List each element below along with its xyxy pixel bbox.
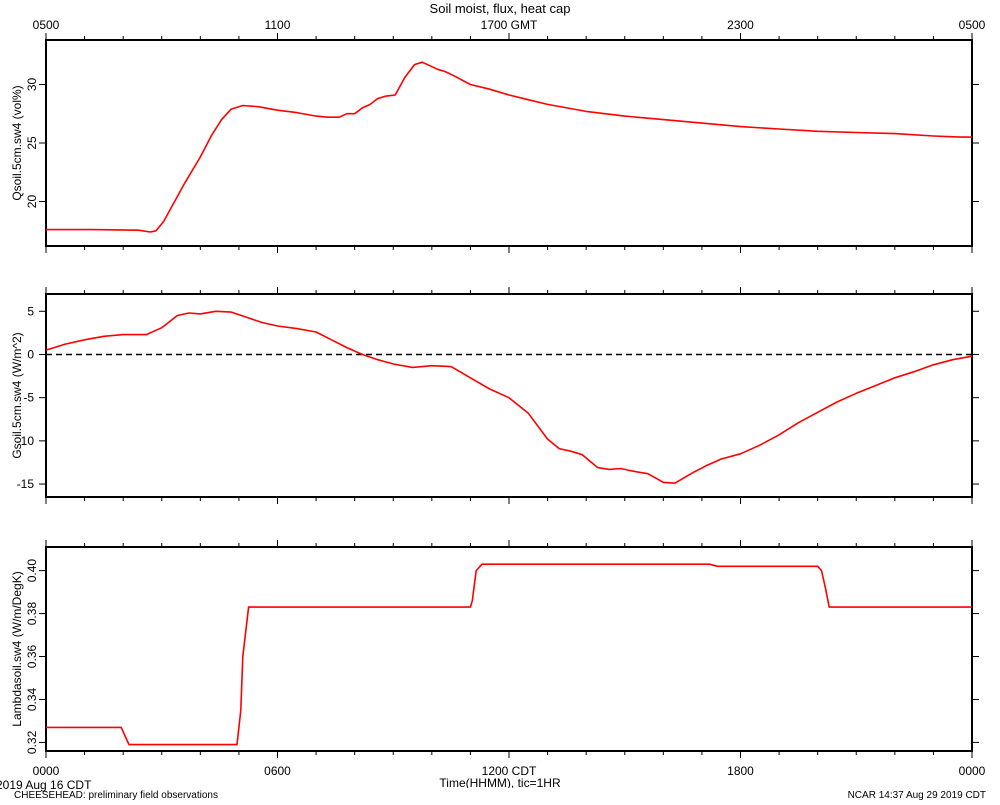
x-axis-label: Time(HHMM), tic=1HR: [439, 776, 561, 788]
y-tick-label: 20: [25, 195, 39, 209]
y-tick-label: -10: [17, 434, 35, 448]
y-axis-label: Qsoil.5cm.sw4 (vol%): [10, 85, 24, 200]
top-axis-tick-label: 0500: [33, 18, 60, 32]
y-tick-label: 0: [27, 347, 34, 361]
y-tick-label: 0.36: [25, 645, 39, 669]
y-axis-label: Gsoil.5cm.sw4 (W/m^2): [10, 332, 24, 458]
top-axis-tick-label: 1700 GMT: [481, 18, 538, 32]
panel-frame-2: [45, 293, 973, 498]
top-axis-tick-label: 1100: [265, 18, 291, 32]
y-tick-label: 0.40: [25, 559, 39, 583]
y-tick-label: 5: [27, 304, 34, 318]
y-tick-label: 0.34: [25, 687, 39, 711]
footer-left-note: CHEESEHEAD: preliminary field observatio…: [14, 790, 218, 801]
y-tick-label: -5: [23, 391, 34, 405]
series-line-2: [45, 310, 973, 485]
panel-frame-3: [45, 546, 973, 752]
y-tick-label: 25: [25, 136, 39, 150]
y-tick-label: -15: [17, 477, 35, 491]
top-axis-tick-label: 0500: [959, 18, 986, 32]
bottom-axis-tick-label: 1200 CDT: [482, 764, 537, 778]
chart-title: Soil moist, flux, heat cap: [429, 1, 571, 16]
panel-frame-1: [45, 39, 973, 247]
series-line-1: [46, 61, 972, 233]
series-line-3: [46, 563, 972, 746]
bottom-axis-tick-label: 0000: [33, 764, 60, 778]
bottom-axis-tick-label: 1800: [727, 764, 754, 778]
y-tick-label: 30: [25, 77, 39, 91]
y-axis-label: Lambdasoil.sw4 (W/m/DegK): [10, 571, 24, 726]
bottom-axis-tick-label: 0000: [959, 764, 986, 778]
footer-right-note: NCAR 14:37 Aug 29 2019 CDT: [847, 790, 986, 801]
y-tick-label: 0.32: [25, 730, 39, 754]
bottom-axis-tick-label: 0600: [264, 764, 291, 778]
footer-date: 2019 Aug 16 CDT: [0, 778, 92, 792]
top-axis-tick-label: 2300: [727, 18, 754, 32]
y-tick-label: 0.38: [25, 602, 39, 626]
